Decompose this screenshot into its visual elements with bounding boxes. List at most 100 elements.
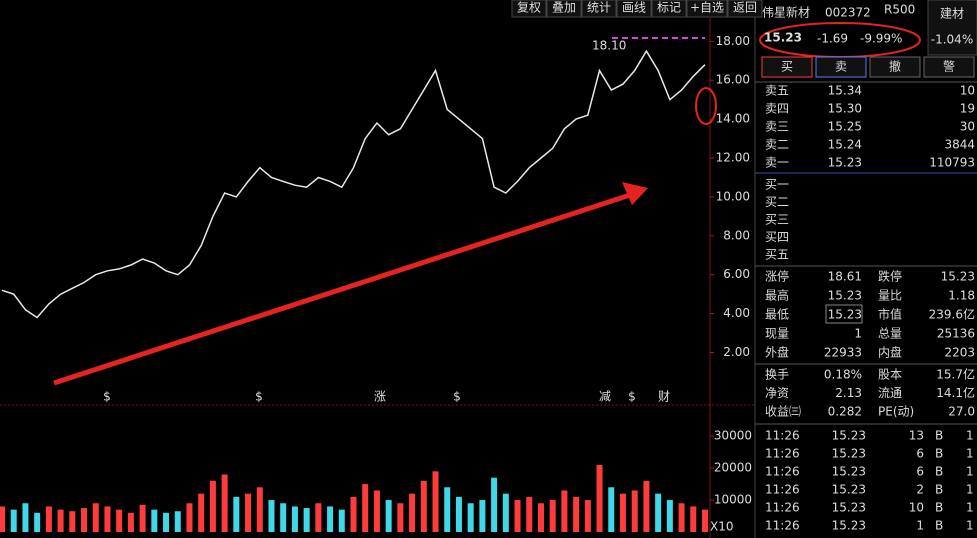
volume-bar — [127, 512, 134, 532]
trade-side: B — [935, 501, 943, 515]
volume-bar — [526, 496, 533, 532]
volume-bar — [537, 503, 544, 532]
ask-label: 卖一 — [765, 156, 789, 170]
toolbar-label: +自选 — [690, 1, 724, 15]
volume-bar — [561, 490, 568, 532]
stat-label: 流通 — [878, 386, 902, 400]
stat-value: 1.18 — [948, 289, 975, 303]
volume-bar — [631, 490, 638, 532]
toolbar-button[interactable] — [686, 0, 728, 18]
bid-label: 买一 — [765, 178, 789, 192]
trade-price: 15.23 — [832, 519, 866, 533]
y-tick-label: 12.00 — [716, 151, 750, 165]
trade-volume: 1 — [916, 519, 924, 533]
volume-bar — [573, 496, 580, 532]
bid-label: 买四 — [765, 230, 789, 244]
trade-price: 15.23 — [832, 483, 866, 497]
trade-button[interactable] — [761, 56, 813, 78]
stat-label: 最低 — [765, 308, 789, 322]
volume-bar — [502, 493, 509, 532]
volume-bar — [584, 500, 591, 532]
stat-label: 收益㈢ — [765, 405, 801, 419]
y-tick-label: 10.00 — [716, 189, 750, 203]
ask-price: 15.23 — [828, 156, 862, 170]
sector-box[interactable] — [927, 0, 977, 56]
toolbar-button[interactable] — [651, 0, 687, 18]
y-tick-label: 30000 — [714, 429, 752, 443]
trade-count: 1 — [966, 483, 974, 497]
trade-side: B — [935, 429, 943, 443]
toolbar-button[interactable] — [511, 0, 547, 18]
trade-price: 15.23 — [832, 447, 866, 461]
volume-bar — [479, 500, 486, 532]
trade-count: 1 — [966, 519, 974, 533]
trade-button[interactable] — [923, 56, 975, 78]
toolbar-button[interactable] — [727, 0, 763, 18]
trade-count: 1 — [966, 447, 974, 461]
toolbar-label: 画线 — [622, 1, 646, 15]
event-marker[interactable]: 减 — [599, 390, 611, 404]
volume-bar — [57, 509, 64, 532]
bid-label: 买五 — [765, 248, 789, 262]
trade-side: B — [935, 447, 943, 461]
volume-bar — [104, 506, 111, 532]
volume-bar — [10, 509, 17, 532]
price-line — [1, 49, 706, 319]
stat-value: 239.6亿 — [929, 307, 975, 322]
volume-bar — [491, 477, 498, 532]
trade-volume: 6 — [916, 447, 924, 461]
trade-button-label: 撤 — [889, 59, 901, 74]
event-marker[interactable]: $ — [453, 390, 461, 404]
toolbar-button[interactable] — [616, 0, 652, 18]
y-tick-label: 20000 — [714, 461, 752, 475]
volume-bar — [221, 474, 228, 532]
highlight-box — [825, 304, 863, 324]
stat-value: 15.7亿 — [936, 367, 975, 382]
ask-volume: 30 — [960, 120, 975, 134]
volume-bar — [385, 500, 392, 532]
ask-volume: 110793 — [929, 156, 975, 170]
bid-label: 买三 — [765, 213, 789, 227]
trade-button-label: 买 — [781, 60, 793, 74]
trade-price: 15.23 — [832, 429, 866, 443]
volume-bar — [280, 503, 287, 532]
stat-value: 15.23 — [941, 270, 975, 284]
stat-label: 股本 — [878, 368, 902, 382]
trade-button-label: 警 — [943, 59, 955, 74]
volume-bar — [22, 503, 29, 532]
event-marker[interactable]: $ — [103, 390, 111, 404]
volume-bar — [174, 511, 181, 532]
stat-label: 净资 — [765, 386, 789, 400]
trade-time: 11:26 — [765, 519, 800, 533]
volume-bar — [409, 493, 416, 532]
ask-price: 15.24 — [828, 138, 862, 152]
high-label: 18.10 — [592, 39, 626, 53]
trade-price: 15.23 — [832, 465, 866, 479]
volume-bar — [338, 509, 345, 532]
y-tick-label: 16.00 — [716, 73, 750, 87]
trend-arrow — [53, 192, 631, 386]
trade-time: 11:26 — [765, 429, 800, 443]
ask-label: 卖三 — [765, 120, 789, 134]
volume-bar — [350, 496, 357, 532]
event-marker[interactable]: $ — [628, 390, 636, 404]
stat-value: 25136 — [937, 327, 975, 341]
ask-price: 15.25 — [828, 120, 862, 134]
event-marker[interactable]: 涨 — [374, 389, 386, 404]
badge: R500 — [884, 3, 915, 17]
stat-label: 总量 — [878, 327, 902, 341]
volume-bar — [256, 487, 263, 532]
trade-side: B — [935, 519, 943, 533]
volume-bar — [327, 506, 334, 532]
toolbar-button[interactable] — [581, 0, 617, 18]
stat-value: 0.282 — [828, 405, 862, 419]
trade-button[interactable] — [815, 56, 867, 78]
ask-volume: 19 — [960, 102, 975, 116]
trade-button[interactable] — [869, 56, 921, 78]
event-marker[interactable]: 财 — [658, 390, 670, 404]
trade-volume: 6 — [916, 465, 924, 479]
toolbar-button[interactable] — [546, 0, 582, 18]
event-marker[interactable]: $ — [255, 390, 263, 404]
volume-bar — [0, 506, 5, 532]
